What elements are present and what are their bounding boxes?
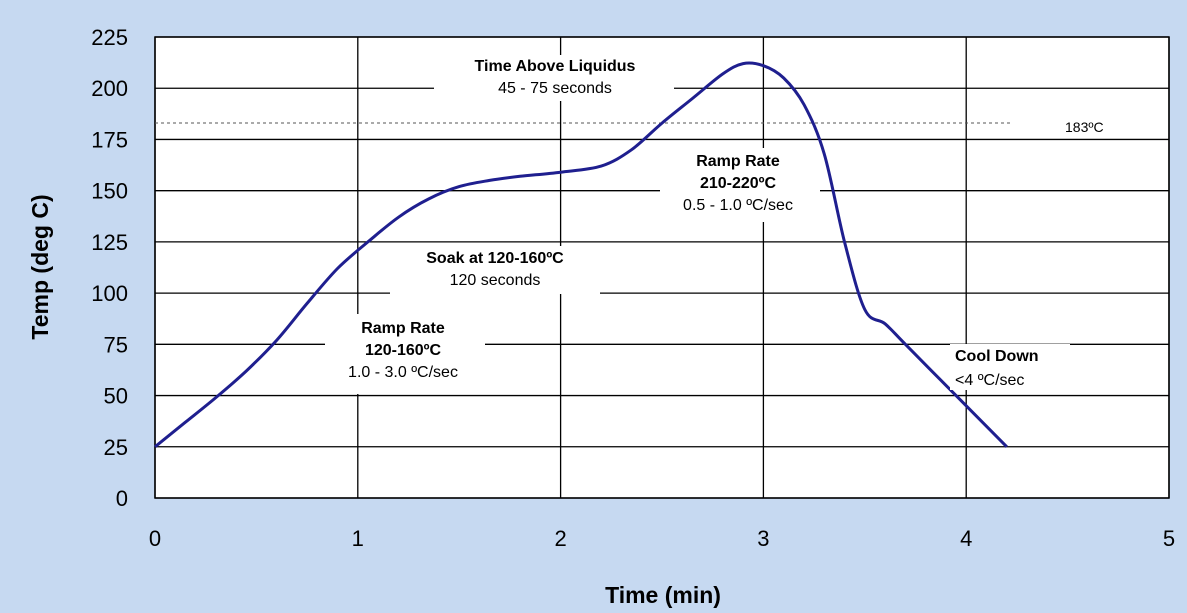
annotation-line: 1.0 - 3.0 ºC/sec bbox=[348, 364, 458, 381]
plot-border bbox=[154, 36, 1170, 499]
annotation-line: 210-220ºC bbox=[700, 175, 777, 192]
x-tick-label: 2 bbox=[554, 526, 566, 551]
annotation-bg bbox=[660, 148, 820, 222]
y-tick-label: 150 bbox=[91, 179, 128, 204]
annotation-bg bbox=[434, 55, 674, 101]
annotation-ramp2: Ramp Rate 210-220ºC 0.5 - 1.0 ºC/sec bbox=[660, 148, 820, 222]
y-tick-label: 225 bbox=[91, 25, 128, 50]
annotation-line: 120-160ºC bbox=[365, 342, 442, 359]
annotation-line: Soak at 120-160ºC bbox=[426, 250, 564, 267]
x-tick-label: 5 bbox=[1163, 526, 1175, 551]
y-tick-label: 125 bbox=[91, 230, 128, 255]
y-tick-labels: 0 25 50 75 100 125 150 175 200 225 bbox=[91, 25, 128, 511]
y-tick-label: 0 bbox=[116, 486, 128, 511]
y-tick-label: 175 bbox=[91, 127, 128, 152]
y-axis-title: Temp (deg C) bbox=[27, 194, 53, 339]
y-tick-label: 200 bbox=[91, 76, 128, 101]
annotation-line: Ramp Rate bbox=[361, 320, 445, 337]
annotation-tal: Time Above Liquidus 45 - 75 seconds bbox=[434, 55, 674, 101]
annotation-line: Time Above Liquidus bbox=[475, 58, 636, 75]
x-tick-label: 4 bbox=[960, 526, 972, 551]
y-tick-label: 50 bbox=[104, 384, 128, 409]
annotation-line: Ramp Rate bbox=[696, 153, 780, 170]
annotation-line: 0.5 - 1.0 ºC/sec bbox=[683, 197, 793, 214]
annotation-line: <4 ºC/sec bbox=[955, 372, 1024, 389]
annotation-ramp1: Ramp Rate 120-160ºC 1.0 - 3.0 ºC/sec bbox=[325, 314, 485, 394]
x-axis-title: Time (min) bbox=[605, 582, 721, 608]
y-tick-label: 25 bbox=[104, 435, 128, 460]
annotations: Time Above Liquidus 45 - 75 seconds Ramp R… bbox=[325, 55, 1070, 394]
x-tick-label: 0 bbox=[149, 526, 161, 551]
annotation-line: 120 seconds bbox=[450, 272, 541, 289]
y-tick-label: 100 bbox=[91, 281, 128, 306]
annotation-soak: Soak at 120-160ºC 120 seconds bbox=[390, 246, 600, 294]
x-tick-labels: 0 1 2 3 4 5 bbox=[149, 526, 1175, 551]
x-tick-label: 3 bbox=[757, 526, 769, 551]
reference-line-label: 183ºC bbox=[1065, 119, 1104, 135]
annotation-cool: Cool Down <4 ºC/sec bbox=[950, 344, 1070, 390]
annotation-line: Cool Down bbox=[955, 348, 1039, 365]
x-tick-label: 1 bbox=[352, 526, 364, 551]
series-line bbox=[154, 61, 1008, 448]
y-tick-label: 75 bbox=[104, 332, 128, 357]
annotation-bg bbox=[390, 246, 600, 294]
annotation-bg bbox=[325, 314, 485, 394]
plot-area bbox=[155, 37, 1169, 498]
annotation-bg bbox=[950, 344, 1070, 390]
annotation-line: 45 - 75 seconds bbox=[498, 80, 612, 97]
